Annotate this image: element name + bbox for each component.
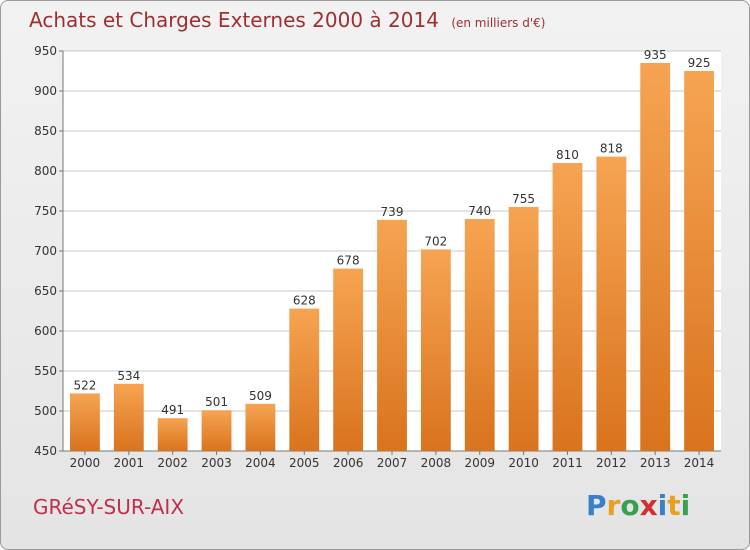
x-tick-label: 2013 <box>640 456 671 470</box>
bar-2013 <box>640 63 671 451</box>
y-tick-label: 950 <box>34 44 57 58</box>
logo-letter: i <box>680 489 691 522</box>
logo-letter: x <box>639 489 658 522</box>
data-label: 628 <box>293 294 316 308</box>
bar-2003 <box>201 410 232 451</box>
x-tick-label: 2000 <box>70 456 101 470</box>
y-tick-label: 800 <box>34 164 57 178</box>
y-tick-label: 550 <box>34 364 57 378</box>
bar-2010 <box>508 207 539 451</box>
chart-unit: (en milliers d'€) <box>451 16 546 30</box>
data-label: 491 <box>161 403 184 417</box>
logo-letter: P <box>586 489 607 522</box>
chart-title: Achats et Charges Externes 2000 à 2014 (… <box>29 8 545 32</box>
x-tick-label: 2008 <box>421 456 452 470</box>
y-tick-label: 600 <box>34 324 57 338</box>
bar-2007 <box>377 219 407 451</box>
logo-letter: r <box>606 489 621 522</box>
y-tick-label: 850 <box>34 124 57 138</box>
logo-letter: t <box>667 489 681 522</box>
bar-2011 <box>552 163 583 451</box>
y-tick-label: 650 <box>34 284 57 298</box>
y-tick-label: 500 <box>34 404 57 418</box>
logo-letter: o <box>620 489 640 522</box>
data-label: 522 <box>73 378 96 392</box>
data-label: 755 <box>512 192 535 206</box>
bar-2000 <box>70 393 100 451</box>
bar-2014 <box>684 71 714 451</box>
logo-letter: i <box>657 489 668 522</box>
y-tick-label: 900 <box>34 84 57 98</box>
x-tick-label: 2004 <box>245 456 276 470</box>
data-label: 925 <box>688 56 711 70</box>
proxiti-logo: Proxiti <box>586 489 690 522</box>
y-tick-label: 750 <box>34 204 57 218</box>
x-tick-label: 2010 <box>508 456 539 470</box>
data-label: 501 <box>205 395 228 409</box>
bar-2012 <box>596 156 627 451</box>
x-tick-label: 2002 <box>157 456 188 470</box>
data-label: 739 <box>381 205 404 219</box>
x-tick-label: 2006 <box>333 456 364 470</box>
x-tick-label: 2005 <box>289 456 320 470</box>
data-label: 810 <box>556 148 579 162</box>
y-tick-label: 450 <box>34 444 57 458</box>
data-label: 678 <box>337 254 360 268</box>
data-label: 935 <box>644 48 667 62</box>
bar-2005 <box>289 308 320 451</box>
x-tick-label: 2003 <box>201 456 232 470</box>
y-tick-label: 700 <box>34 244 57 258</box>
data-label: 740 <box>468 204 491 218</box>
x-tick-label: 2001 <box>114 456 145 470</box>
place-name: GRéSY-SUR-AIX <box>33 495 185 519</box>
data-label: 702 <box>424 234 447 248</box>
bar-2001 <box>113 383 144 451</box>
x-tick-label: 2007 <box>377 456 408 470</box>
x-tick-label: 2012 <box>596 456 627 470</box>
bar-2009 <box>464 219 495 451</box>
bar-2008 <box>420 249 451 451</box>
bar-2002 <box>157 418 188 451</box>
data-label: 534 <box>117 369 140 383</box>
x-tick-label: 2009 <box>464 456 495 470</box>
chart-title-text: Achats et Charges Externes 2000 à 2014 <box>29 8 439 32</box>
data-label: 509 <box>249 389 272 403</box>
x-tick-label: 2011 <box>552 456 583 470</box>
x-tick-label: 2014 <box>684 456 715 470</box>
data-label: 818 <box>600 142 623 156</box>
bar-2006 <box>333 268 364 451</box>
bar-2004 <box>245 403 276 451</box>
